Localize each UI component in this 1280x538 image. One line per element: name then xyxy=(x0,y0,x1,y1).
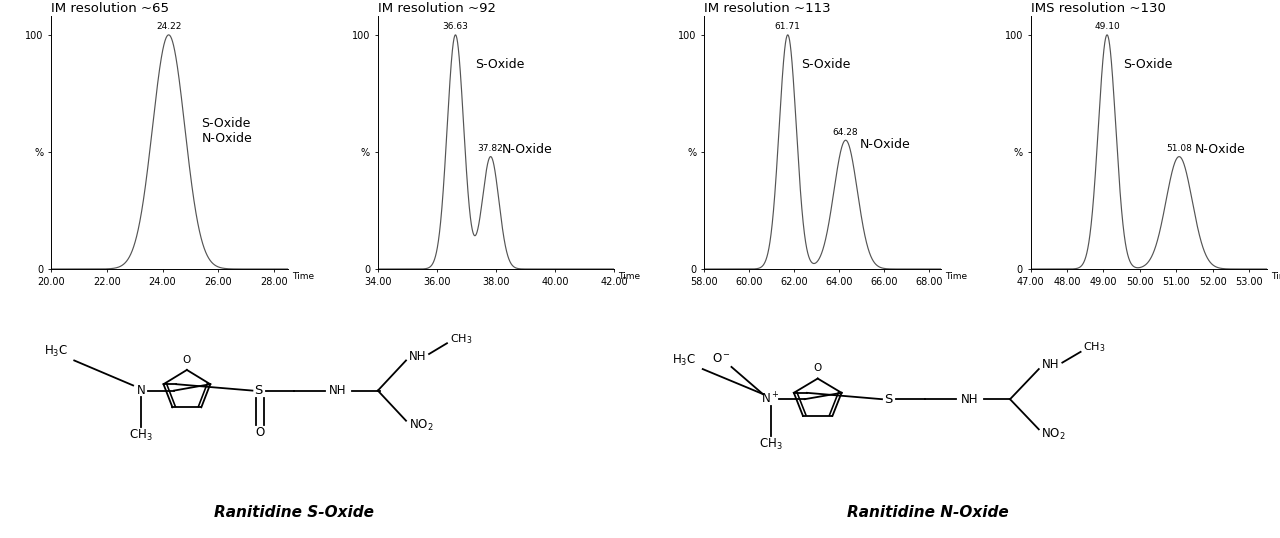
Text: Time: Time xyxy=(1271,272,1280,281)
Text: 24.22: 24.22 xyxy=(156,23,182,31)
Text: d) Four passes -
IMS resolution ~130: d) Four passes - IMS resolution ~130 xyxy=(1030,0,1166,15)
Text: N-Oxide: N-Oxide xyxy=(502,143,553,155)
Text: Ranitidine S-Oxide: Ranitidine S-Oxide xyxy=(215,505,375,520)
Text: N-Oxide: N-Oxide xyxy=(860,138,910,151)
Text: Ranitidine N-Oxide: Ranitidine N-Oxide xyxy=(846,505,1009,520)
Text: NH: NH xyxy=(408,350,426,363)
Text: CH$_3$: CH$_3$ xyxy=(759,437,782,452)
Text: S: S xyxy=(255,384,262,397)
Text: S-Oxide: S-Oxide xyxy=(1124,58,1172,71)
Text: NO$_2$: NO$_2$ xyxy=(408,419,433,434)
Text: a) One pass -
IM resolution ~65: a) One pass - IM resolution ~65 xyxy=(51,0,169,15)
Text: O: O xyxy=(814,363,822,373)
Text: NH: NH xyxy=(329,384,347,397)
Text: Time: Time xyxy=(945,272,966,281)
Text: N-Oxide: N-Oxide xyxy=(1194,143,1245,155)
Text: O$^-$: O$^-$ xyxy=(712,352,731,365)
Text: b) Two passes -
IM resolution ~92: b) Two passes - IM resolution ~92 xyxy=(378,0,495,15)
Text: 37.82: 37.82 xyxy=(477,144,503,153)
Text: NO$_2$: NO$_2$ xyxy=(1042,427,1066,442)
Text: 49.10: 49.10 xyxy=(1094,23,1120,31)
Text: S: S xyxy=(884,393,892,406)
Text: Time: Time xyxy=(618,272,640,281)
Text: CH$_3$: CH$_3$ xyxy=(129,428,152,443)
Text: H$_3$C: H$_3$C xyxy=(45,344,68,359)
Text: 36.63: 36.63 xyxy=(443,23,468,31)
Text: O: O xyxy=(183,355,191,365)
Text: c) Three passes -
IM resolution ~113: c) Three passes - IM resolution ~113 xyxy=(704,0,831,15)
Text: 51.08: 51.08 xyxy=(1166,144,1192,153)
Text: CH$_3$: CH$_3$ xyxy=(1083,341,1106,355)
Text: 64.28: 64.28 xyxy=(833,128,859,137)
Text: N$^+$: N$^+$ xyxy=(762,392,780,407)
Text: S-Oxide
N-Oxide: S-Oxide N-Oxide xyxy=(201,117,252,145)
Text: N: N xyxy=(137,384,145,397)
Text: NH: NH xyxy=(1042,358,1059,371)
Text: 61.71: 61.71 xyxy=(774,23,801,31)
Text: CH$_3$: CH$_3$ xyxy=(449,332,472,346)
Text: O: O xyxy=(255,426,264,439)
Text: S-Oxide: S-Oxide xyxy=(475,58,525,71)
Text: Time: Time xyxy=(292,272,314,281)
Text: NH: NH xyxy=(960,393,978,406)
Text: H$_3$C: H$_3$C xyxy=(672,353,696,368)
Text: S-Oxide: S-Oxide xyxy=(801,58,850,71)
